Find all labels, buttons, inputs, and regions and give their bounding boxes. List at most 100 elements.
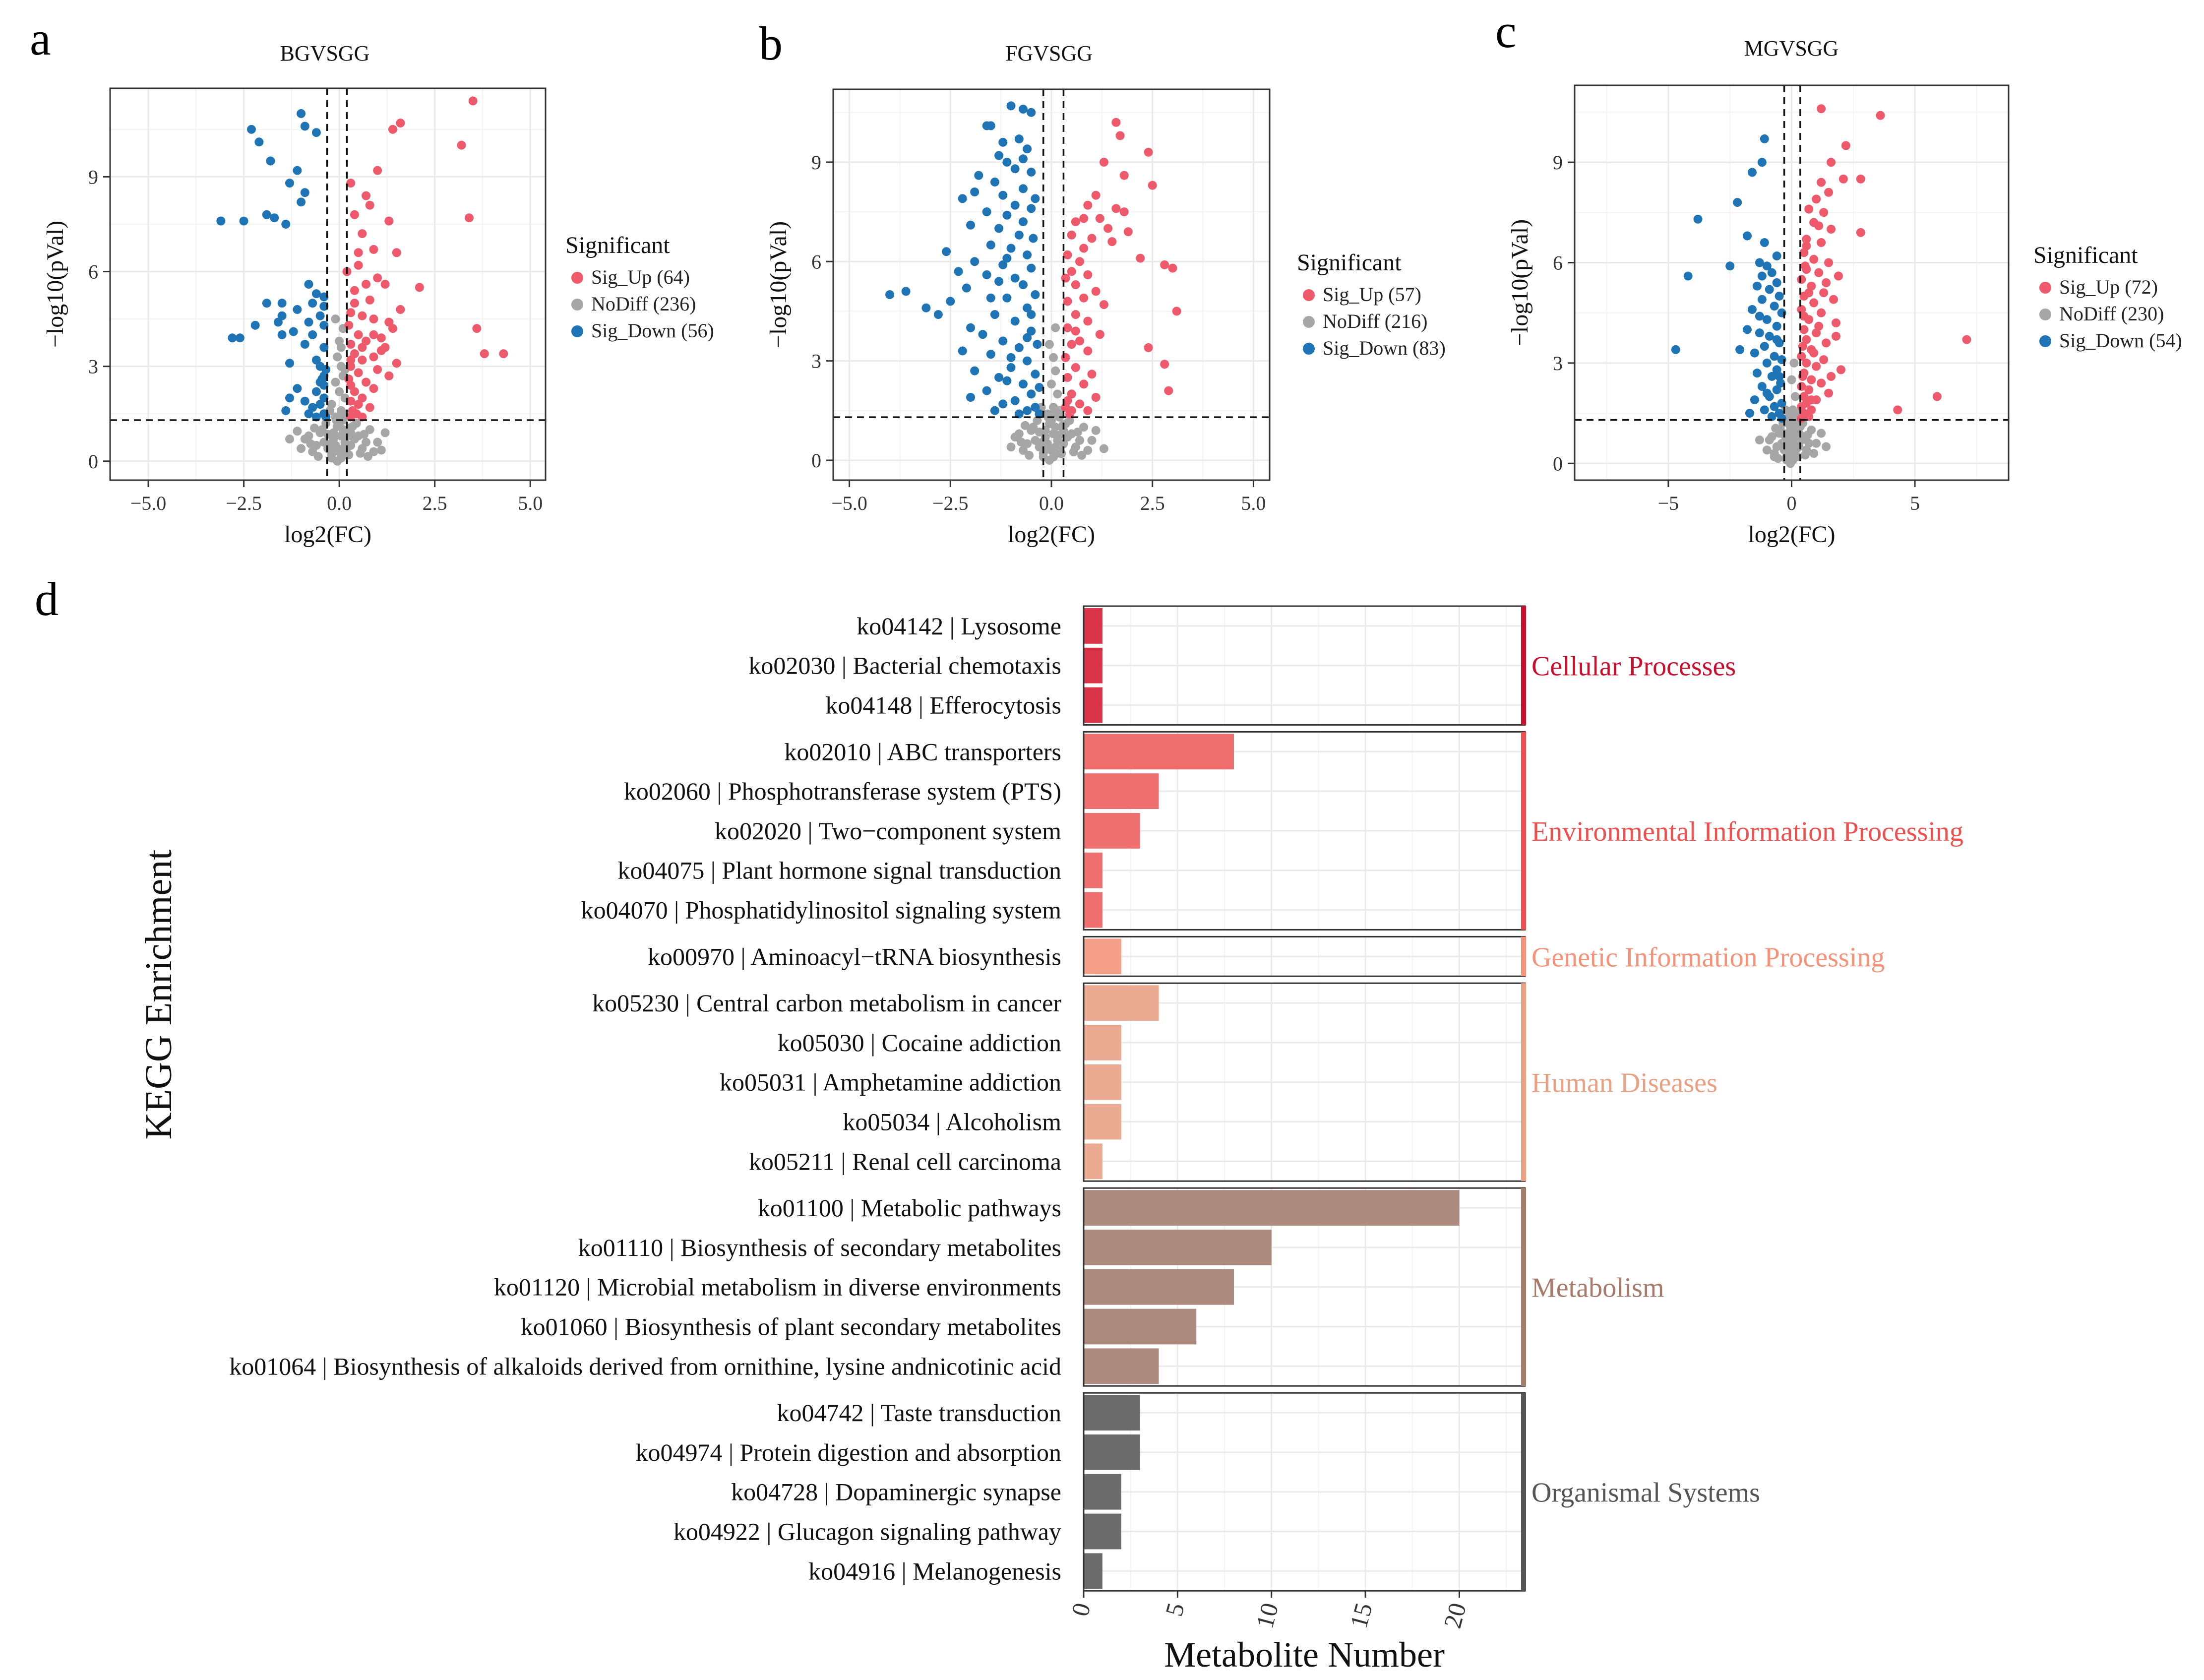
point-sig-down xyxy=(954,267,963,276)
point-sig-up xyxy=(1797,275,1806,284)
point-nodiff xyxy=(1006,442,1016,452)
point-sig-up xyxy=(365,295,374,305)
point-sig-up xyxy=(1814,268,1824,277)
point-sig-up xyxy=(1932,392,1942,401)
point-nodiff xyxy=(285,435,294,444)
point-sig-up xyxy=(1807,375,1816,384)
point-sig-up xyxy=(358,412,367,422)
legend-title: Significant xyxy=(565,232,670,258)
point-nodiff xyxy=(356,448,365,458)
point-sig-down xyxy=(966,393,976,402)
point-sig-up xyxy=(1804,385,1814,394)
point-nodiff xyxy=(339,450,349,460)
point-sig-up xyxy=(365,403,374,412)
point-sig-up xyxy=(346,355,356,365)
point-sig-up xyxy=(1111,204,1121,213)
point-sig-down xyxy=(300,396,309,406)
point-sig-up xyxy=(1817,238,1826,248)
point-sig-up xyxy=(392,248,401,257)
point-sig-down xyxy=(1002,210,1012,220)
point-sig-down xyxy=(1018,105,1028,114)
point-sig-down xyxy=(1035,383,1044,392)
point-sig-up xyxy=(1799,311,1809,321)
point-sig-up xyxy=(1807,281,1816,291)
point-sig-down xyxy=(998,137,1008,147)
point-nodiff xyxy=(313,452,323,461)
point-nodiff xyxy=(1044,455,1054,465)
point-sig-up xyxy=(1802,235,1811,244)
point-sig-down xyxy=(970,257,980,266)
point-sig-down xyxy=(1762,358,1772,368)
point-sig-down xyxy=(942,247,951,256)
category-label: Metabolism xyxy=(1531,1273,1664,1304)
panel-letter-b: b xyxy=(759,17,783,70)
point-sig-down xyxy=(998,190,1008,200)
point-sig-up xyxy=(468,96,478,106)
point-nodiff xyxy=(335,387,344,396)
point-sig-down xyxy=(300,188,309,197)
point-sig-down xyxy=(1733,198,1742,207)
point-nodiff xyxy=(373,437,382,447)
point-sig-down xyxy=(311,412,321,422)
x-tick-label: 2.5 xyxy=(1140,492,1165,514)
point-sig-down xyxy=(946,297,955,306)
point-sig-down xyxy=(990,177,999,187)
point-nodiff xyxy=(1762,445,1772,455)
legend-label: NoDiff (216) xyxy=(1323,310,1427,332)
point-sig-up xyxy=(1817,308,1826,317)
point-sig-down xyxy=(1006,363,1016,372)
point-sig-down xyxy=(1018,184,1028,193)
point-sig-down xyxy=(289,327,298,336)
point-nodiff xyxy=(362,437,371,447)
point-sig-up xyxy=(344,320,354,330)
point-sig-down xyxy=(1762,261,1772,271)
point-sig-up xyxy=(1099,300,1108,310)
point-sig-up xyxy=(1160,360,1169,369)
bar xyxy=(1084,1143,1102,1180)
pathway-label: ko04728 | Dopaminergic synapse xyxy=(731,1478,1061,1506)
point-sig-down xyxy=(1760,405,1769,415)
point-sig-up xyxy=(1071,310,1080,319)
point-sig-up xyxy=(1061,273,1070,283)
point-nodiff xyxy=(333,352,342,362)
point-sig-down xyxy=(1027,167,1036,177)
category-strip xyxy=(1521,936,1526,977)
point-sig-up xyxy=(472,324,482,333)
y-tick-label: 0 xyxy=(88,450,98,473)
point-sig-down xyxy=(1772,251,1781,261)
point-sig-down xyxy=(1767,268,1776,277)
point-sig-up xyxy=(1079,379,1089,389)
x-tick-label: −2.5 xyxy=(932,492,969,514)
point-sig-up xyxy=(1807,395,1816,405)
point-nodiff xyxy=(1803,430,1812,439)
point-sig-up xyxy=(1115,131,1125,140)
point-sig-up xyxy=(346,340,356,349)
pathway-label: ko01120 | Microbial metabolism in divers… xyxy=(494,1273,1061,1301)
point-sig-up xyxy=(1819,208,1829,217)
point-sig-up xyxy=(396,119,405,128)
legend-swatch-nodiff xyxy=(1303,316,1315,328)
point-sig-down xyxy=(994,151,1004,160)
pathway-label: ko04916 | Melanogenesis xyxy=(808,1557,1061,1585)
point-sig-down xyxy=(1006,101,1016,111)
point-sig-down xyxy=(1014,230,1024,240)
point-sig-down xyxy=(1023,333,1032,342)
point-sig-down xyxy=(1014,134,1024,144)
point-sig-down xyxy=(994,373,1004,382)
legend-label: Sig_Down (83) xyxy=(1323,337,1446,359)
point-sig-down xyxy=(1752,369,1762,378)
bar xyxy=(1084,892,1102,928)
point-sig-up xyxy=(1075,399,1085,409)
point-sig-up xyxy=(346,396,356,406)
pathway-label: ko05031 | Amphetamine addiction xyxy=(720,1068,1061,1096)
point-sig-down xyxy=(300,340,309,349)
x-tick-label: 0.0 xyxy=(327,492,352,514)
point-sig-down xyxy=(1772,365,1781,374)
plot-frame xyxy=(109,87,547,481)
point-sig-up xyxy=(1822,338,1831,348)
point-sig-up xyxy=(1829,295,1838,304)
bar xyxy=(1084,1553,1102,1589)
point-sig-down xyxy=(986,240,995,249)
point-nodiff xyxy=(336,343,346,352)
point-sig-down xyxy=(1014,409,1024,419)
